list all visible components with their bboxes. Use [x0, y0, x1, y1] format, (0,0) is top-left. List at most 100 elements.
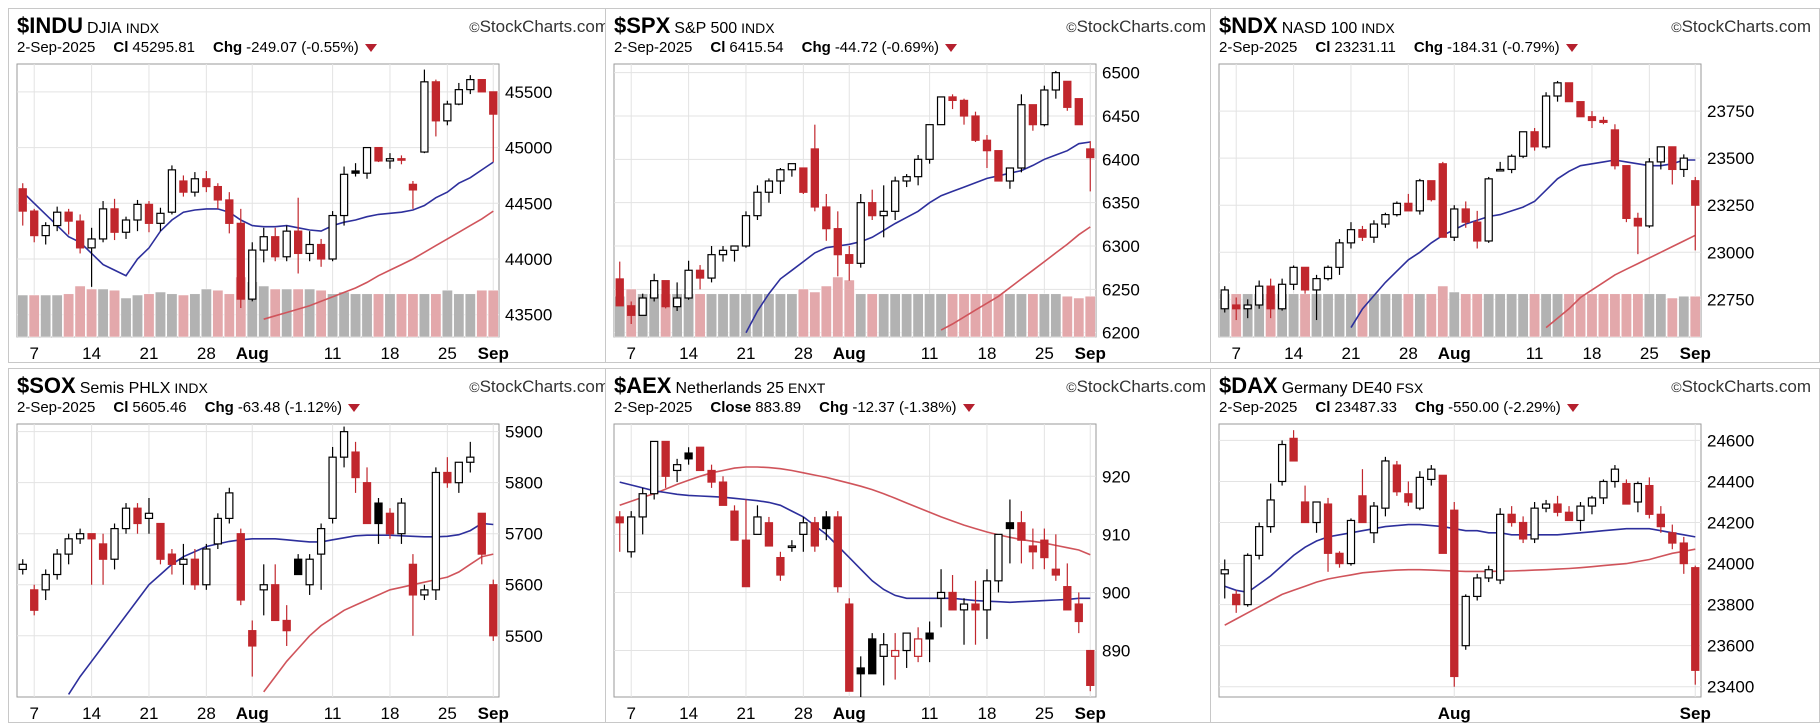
plot-area — [1218, 423, 1702, 698]
chart-panel-aex[interactable]: 890 900 910 920 7 14 21 28 Aug 11 18 25 Sep $AEX Nethe… — [605, 368, 1215, 723]
volume-bar — [924, 293, 936, 338]
chart-panel-sox[interactable]: 5500 5600 5700 5800 5900 7 14 21 28 Aug 11 18 25 Sep $… — [8, 368, 618, 723]
candle-body — [489, 584, 498, 637]
x-tick-label: 28 — [197, 344, 216, 363]
candle — [339, 166, 349, 226]
candle-body — [1086, 649, 1095, 686]
candle-body — [248, 630, 257, 647]
candle-body — [110, 528, 119, 560]
candlestick-chart[interactable]: 43500 44000 44500 45000 45500 7 14 21 28 Aug 11 18 2… — [9, 9, 619, 364]
candle — [799, 516, 808, 552]
candle-body — [672, 464, 682, 472]
candle — [718, 246, 728, 262]
close-label: Cl — [113, 39, 129, 56]
candle-body — [351, 170, 360, 174]
candle-body — [1255, 526, 1264, 556]
candle-body — [776, 169, 785, 182]
chart-panel-ndx[interactable]: 22750 23000 23250 23500 23750 7 14 21 28 Aug 11 18 2… — [1210, 8, 1820, 363]
candle-body — [213, 185, 222, 201]
y-tick-label: 900 — [1102, 583, 1130, 602]
x-tick-label: 21 — [1342, 344, 1361, 363]
candle — [1312, 274, 1321, 321]
candle-body — [385, 158, 395, 162]
candle — [1656, 146, 1665, 170]
candle-body — [627, 305, 636, 316]
volume-bar — [683, 293, 695, 338]
candle — [661, 440, 670, 488]
candlestick-chart[interactable]: 6200 6250 6300 6350 6400 6450 6500 7 14 21 28 Aug 11… — [606, 9, 1216, 364]
candle — [971, 111, 980, 142]
candle-body — [879, 644, 888, 657]
chart-panel-dax[interactable]: 23400 23600 23800 24000 24200 24400 24600 Aug Se… — [1210, 368, 1820, 723]
candle — [1610, 124, 1620, 170]
sma20-line — [1350, 159, 1696, 329]
candle — [1266, 278, 1275, 319]
candlestick-chart[interactable]: 22750 23000 23250 23500 23750 7 14 21 28 Aug 11 18 2… — [1211, 9, 1820, 364]
close-label: Cl — [710, 39, 726, 56]
candle-body — [248, 249, 257, 300]
candle-body — [1622, 482, 1631, 505]
down-triangle-icon — [1566, 404, 1579, 413]
volume-bar — [132, 294, 143, 338]
candle — [1289, 265, 1298, 290]
quote-line: 2-Sep-2025 Cl 5605.46 Chg -63.48 (-1.12%) — [17, 399, 361, 416]
quote-date: 2-Sep-2025 — [614, 39, 693, 56]
candle — [248, 620, 257, 677]
candle-body — [1381, 460, 1390, 509]
candle — [627, 301, 636, 324]
candle-body — [982, 139, 992, 152]
candle-body — [1461, 595, 1470, 647]
change-label: Chg — [1414, 399, 1445, 416]
candle — [672, 458, 682, 483]
candle — [53, 206, 62, 232]
candle — [1622, 165, 1631, 223]
candle — [420, 69, 429, 154]
candle — [1300, 485, 1310, 524]
candlestick-chart[interactable]: 5500 5600 5700 5800 5900 7 14 21 28 Aug 11 18 25 Sep — [9, 369, 619, 724]
volume-bar — [1004, 293, 1016, 338]
chart-panel-indu[interactable]: 43500 44000 44500 45000 45500 7 14 21 28 Aug 11 18 2… — [8, 8, 618, 363]
close-label: Cl — [1315, 39, 1331, 56]
candlestick-chart[interactable]: 23400 23600 23800 24000 24200 24400 24600 Aug Se… — [1211, 369, 1820, 724]
candle — [1323, 497, 1333, 572]
candle-body — [1028, 104, 1038, 126]
candle — [787, 540, 797, 552]
volume-bar — [1552, 293, 1563, 338]
x-tick-label: 7 — [626, 704, 635, 723]
candle — [1461, 594, 1470, 650]
volume-bar — [1414, 293, 1426, 338]
candle-body — [121, 219, 131, 233]
candle — [1668, 146, 1677, 185]
y-tick-label: 6400 — [1102, 150, 1140, 169]
candle — [948, 575, 957, 611]
quote-date: 2-Sep-2025 — [1219, 39, 1298, 56]
copyright-icon: © — [469, 379, 480, 395]
candle-body — [443, 103, 452, 122]
candle-body — [868, 638, 877, 675]
candle-body — [443, 471, 452, 484]
x-tick-label: 21 — [737, 704, 756, 723]
candle — [271, 564, 280, 622]
candle — [190, 172, 200, 197]
candle-body — [1587, 116, 1597, 122]
volume-bar — [820, 285, 832, 338]
candle-body — [133, 203, 142, 221]
candle-body — [1427, 180, 1436, 201]
x-tick-label: 7 — [29, 344, 38, 363]
y-tick-label: 5900 — [505, 423, 543, 442]
y-tick-label: 5500 — [505, 627, 543, 646]
candle-body — [1668, 146, 1677, 171]
plot-area — [16, 63, 500, 338]
candlestick-chart[interactable]: 890 900 910 920 7 14 21 28 Aug 11 18 25 Sep — [606, 369, 1216, 724]
candle-body — [810, 148, 819, 208]
candle-body — [994, 150, 1003, 182]
candle-body — [1461, 208, 1470, 223]
candle — [156, 522, 165, 565]
y-tick-label: 890 — [1102, 642, 1130, 661]
candle-body — [1645, 161, 1654, 227]
chart-panel-spx[interactable]: 6200 6250 6300 6350 6400 6450 6500 7 14 21 28 Aug 11… — [605, 8, 1215, 363]
y-tick-label: 6450 — [1102, 107, 1140, 126]
candle-body — [672, 297, 682, 308]
x-tick-label: 25 — [1035, 344, 1054, 363]
candle — [305, 231, 314, 262]
